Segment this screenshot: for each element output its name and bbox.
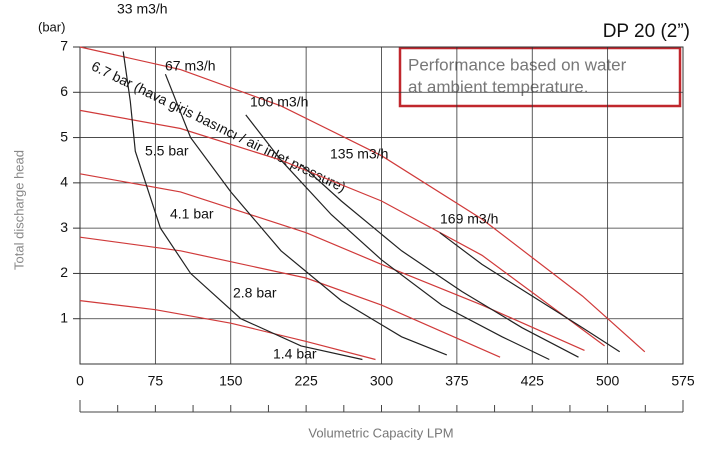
y-unit: (bar) xyxy=(38,19,65,34)
x-tick-label: 150 xyxy=(219,373,243,389)
curve xyxy=(79,109,605,347)
x-tick-label: 425 xyxy=(521,373,545,389)
note-box xyxy=(398,46,682,108)
curve-label: 6.7 bar (hava giris basıncı / air inlet … xyxy=(89,58,348,196)
curve xyxy=(439,232,621,353)
y-axis-label: Total discharge head xyxy=(11,150,26,270)
y-tick-label: 1 xyxy=(60,309,68,325)
x-tick-label: 0 xyxy=(76,373,84,389)
y-tick-label: 5 xyxy=(60,128,68,144)
note-line: Performance based on water xyxy=(408,55,627,74)
curve-label: 135 m3/h xyxy=(330,146,388,162)
curve xyxy=(79,236,501,358)
curve-label: 33 m3/h xyxy=(117,1,168,17)
y-tick-label: 4 xyxy=(60,174,68,190)
curve xyxy=(164,73,448,356)
curve xyxy=(79,173,585,351)
curve-label: 5.5 bar xyxy=(145,143,189,159)
curve-label: 100 m3/h xyxy=(250,94,308,110)
chart-title: DP 20 (2”) xyxy=(603,21,690,42)
y-tick-label: 3 xyxy=(60,219,68,235)
curve-label: 2.8 bar xyxy=(233,285,277,301)
curve xyxy=(122,51,363,361)
curve xyxy=(300,164,579,358)
curve xyxy=(79,300,376,361)
x-tick-label: 225 xyxy=(294,373,318,389)
curve-label: 1.4 bar xyxy=(273,346,317,362)
y-tick-label: 2 xyxy=(60,264,68,280)
x-axis-label: Volumetric Capacity LPM xyxy=(308,425,453,440)
x-tick-label: 500 xyxy=(596,373,620,389)
x-tick-label: 75 xyxy=(148,373,164,389)
curve xyxy=(79,46,646,353)
curve-label: 169 m3/h xyxy=(440,211,498,227)
y-tick-label: 6 xyxy=(60,83,68,99)
note-line: at ambient temperature. xyxy=(408,77,588,96)
curve xyxy=(245,114,550,361)
x-tick-label: 575 xyxy=(671,373,695,389)
x-tick-label: 375 xyxy=(445,373,469,389)
x-tick-label: 300 xyxy=(370,373,394,389)
curve-label: 67 m3/h xyxy=(165,58,216,74)
curve-label: 4.1 bar xyxy=(170,206,214,222)
y-tick-label: 7 xyxy=(60,38,68,54)
